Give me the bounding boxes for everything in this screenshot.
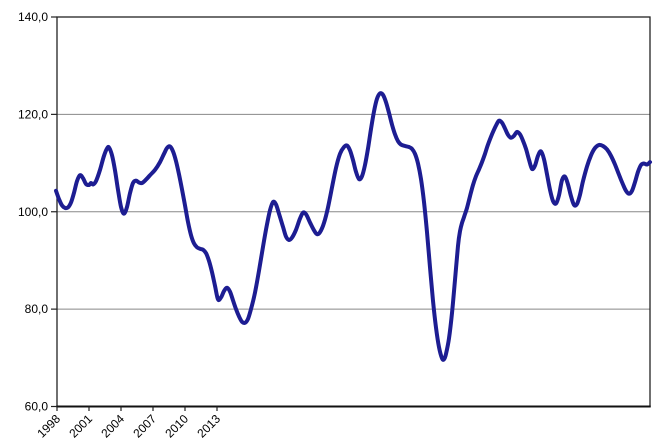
y-axis-label: 140,0 [18,10,48,24]
x-axis-label: 2013 [194,411,223,440]
gridlines [57,113,650,310]
x-axis-labels: 1998 2001 2004 2007 2010 2013 [34,411,223,440]
y-axis-label: 100,0 [18,205,48,219]
y-axis-label: 80,0 [25,302,49,316]
x-axis-label: 2004 [98,411,127,440]
x-axis-label: 2010 [162,411,191,440]
x-axis-label: 2001 [66,411,95,440]
y-axis-labels: 140,0 120,0 100,0 80,0 60,0 [18,10,48,414]
x-axis-ticks [56,406,218,411]
y-axis-label: 60,0 [25,400,49,414]
x-axis-label: 1998 [34,411,63,440]
y-axis-ticks [51,16,57,408]
data-series [54,91,652,362]
x-axis-label: 2007 [130,411,159,440]
data-series-line [54,91,652,362]
y-axis-label: 120,0 [18,107,48,121]
